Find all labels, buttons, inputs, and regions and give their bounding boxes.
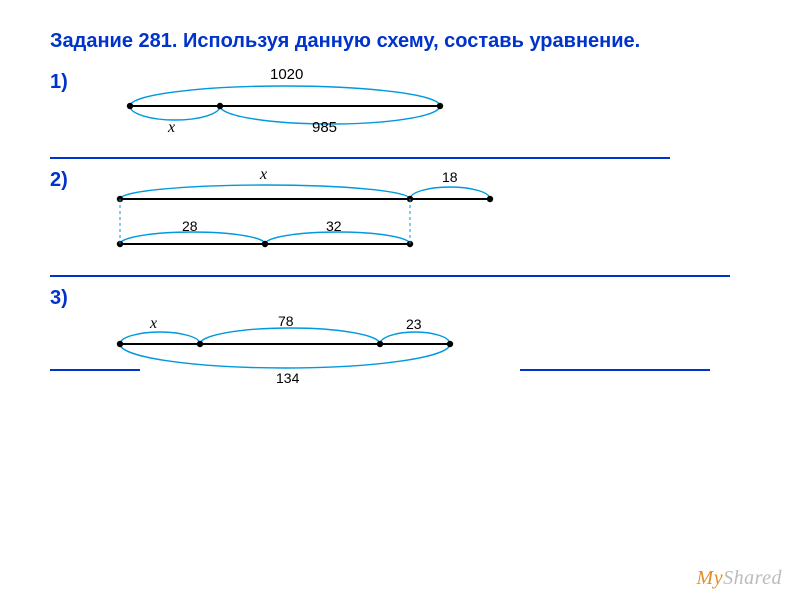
d2-x-label: x	[260, 166, 267, 184]
watermark: MyShared	[697, 567, 782, 590]
d3-x-label: x	[150, 315, 157, 333]
item-1-number: 1)	[50, 71, 90, 94]
diagram-1: 1020 x 985	[90, 71, 470, 141]
d2-18-label: 18	[442, 169, 458, 185]
diagram-2: x 18 28 32	[90, 169, 520, 259]
answer-line-1	[50, 155, 670, 159]
d2-32-label: 32	[326, 218, 342, 234]
answer-line-2	[50, 273, 730, 277]
diagram-3: x 78 23 134	[90, 314, 490, 389]
d2-28-label: 28	[182, 218, 198, 234]
watermark-my: My	[697, 567, 724, 589]
d3-134-label: 134	[276, 370, 299, 386]
d3-78-label: 78	[278, 313, 294, 329]
watermark-shared: Shared	[723, 567, 782, 589]
item-2-number: 2)	[50, 169, 90, 192]
d3-23-label: 23	[406, 316, 422, 332]
task-title: Задание 281. Используя данную схему, сос…	[50, 30, 760, 53]
item-3-number: 3)	[50, 287, 90, 310]
answer-line-3b	[520, 367, 710, 371]
d1-x-label: x	[168, 119, 175, 137]
d1-bottom-label: 985	[312, 119, 337, 136]
d1-top-label: 1020	[270, 66, 303, 83]
